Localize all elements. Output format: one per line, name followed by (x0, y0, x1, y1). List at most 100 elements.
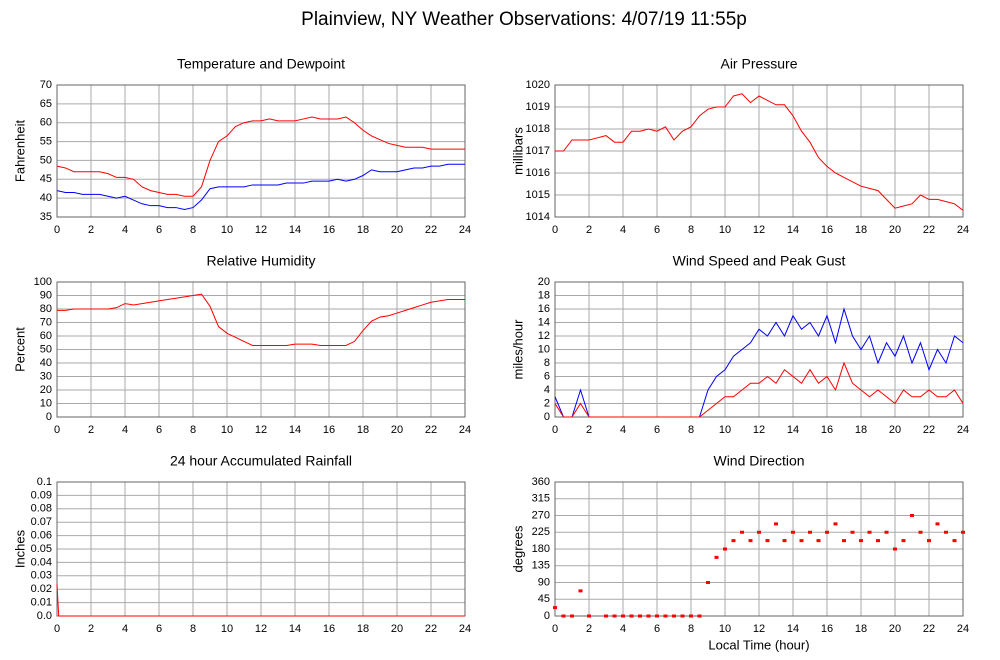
y-tick-label: 1017 (526, 145, 550, 157)
y-tick-label: 10 (40, 397, 52, 409)
data-point (689, 614, 693, 618)
x-tick-label: 10 (719, 224, 731, 236)
x-tick-label: 16 (323, 623, 335, 635)
data-point (961, 530, 965, 534)
data-line (56, 583, 465, 617)
data-point (697, 614, 702, 618)
x-tick-label: 0 (54, 424, 60, 436)
data-point (587, 614, 591, 618)
x-tick-label: 20 (391, 424, 403, 436)
x-tick-label: 16 (821, 224, 833, 236)
y-tick-label: 70 (40, 316, 52, 328)
data-point (893, 547, 897, 551)
y-tick-label: 55 (40, 135, 52, 147)
data-point (816, 539, 821, 543)
plot-frame (56, 281, 466, 418)
x-tick-label: 18 (855, 224, 867, 236)
data-point (765, 539, 770, 543)
panel-title: Relative Humidity (207, 253, 316, 269)
x-tick-label: 4 (122, 623, 128, 635)
y-tick-label: 45 (40, 173, 52, 185)
y-tick-label: 270 (532, 509, 550, 521)
x-tick-label: 16 (821, 623, 833, 635)
x-tick-label: 0 (552, 623, 558, 635)
data-point (570, 614, 574, 618)
data-point (646, 614, 651, 618)
x-tick-label: 18 (855, 623, 867, 635)
y-tick-label: 0 (46, 411, 52, 423)
x-tick-label: 20 (889, 224, 901, 236)
data-point (799, 539, 804, 543)
data-line (56, 116, 465, 197)
x-tick-label: 12 (255, 224, 267, 236)
panel-title: Wind Speed and Peak Gust (673, 253, 846, 269)
data-point (876, 539, 880, 543)
y-tick-label: 0.03 (31, 570, 52, 582)
x-tick-label: 0 (552, 424, 558, 436)
data-point (884, 530, 889, 534)
y-tick-label: 0.05 (31, 543, 52, 555)
y-tick-label: 2 (544, 397, 550, 409)
x-tick-label: 8 (190, 424, 196, 436)
y-tick-label: 1014 (526, 211, 550, 223)
x-tick-label: 22 (923, 224, 935, 236)
y-tick-label: 60 (40, 330, 52, 342)
y-tick-label: 90 (538, 576, 550, 588)
x-tick-label: 12 (753, 424, 765, 436)
y-tick-label: 135 (532, 560, 550, 572)
x-tick-label: 0 (54, 623, 60, 635)
data-point (578, 589, 583, 593)
x-tick-label: 16 (323, 424, 335, 436)
x-tick-label: 12 (255, 623, 267, 635)
data-point (621, 614, 625, 618)
data-point (757, 530, 761, 534)
y-axis-label: Inches (12, 529, 27, 568)
y-axis-label: miles/hour (510, 319, 525, 380)
y-tick-label: 0 (544, 411, 550, 423)
data-point (714, 555, 719, 559)
x-tick-label: 0 (552, 224, 558, 236)
x-tick-label: 4 (122, 424, 128, 436)
y-tick-label: 80 (40, 303, 52, 315)
y-tick-label: 0.04 (31, 556, 52, 568)
x-tick-label: 4 (620, 623, 626, 635)
y-tick-label: 0.07 (31, 516, 52, 528)
data-point (901, 539, 906, 543)
x-tick-label: 2 (88, 623, 94, 635)
data-point (680, 614, 685, 618)
x-tick-label: 6 (654, 623, 660, 635)
x-tick-label: 2 (88, 424, 94, 436)
y-tick-label: 65 (40, 98, 52, 110)
y-tick-label: 35 (40, 211, 52, 223)
page-title: Plainview, NY Weather Observations: 4/07… (301, 9, 747, 30)
plot-frame (56, 84, 466, 218)
plot-frame (554, 281, 964, 418)
data-point (825, 530, 829, 534)
data-point (723, 547, 727, 551)
data-line (554, 361, 964, 418)
y-tick-label: 0.06 (31, 530, 52, 542)
y-tick-label: 360 (532, 476, 550, 488)
data-line (555, 93, 964, 211)
data-point (706, 581, 710, 584)
data-point (791, 530, 795, 534)
y-tick-label: 18 (538, 289, 550, 301)
x-tick-label: 6 (156, 623, 162, 635)
data-line (57, 293, 465, 346)
y-tick-label: 180 (532, 543, 550, 555)
data-point (663, 614, 668, 618)
x-tick-label: 12 (753, 224, 765, 236)
y-tick-label: 0.09 (31, 489, 52, 501)
y-tick-label: 12 (538, 330, 550, 342)
x-tick-label: 10 (221, 424, 233, 436)
data-point (833, 522, 838, 526)
y-axis-label: Percent (12, 327, 27, 372)
data-point (867, 530, 872, 534)
y-tick-label: 315 (532, 493, 550, 505)
y-tick-label: 90 (40, 289, 52, 301)
x-tick-label: 6 (156, 224, 162, 236)
y-tick-label: 0.1 (37, 476, 52, 488)
y-tick-label: 4 (544, 384, 550, 396)
y-tick-label: 50 (40, 154, 52, 166)
data-point (748, 539, 753, 543)
